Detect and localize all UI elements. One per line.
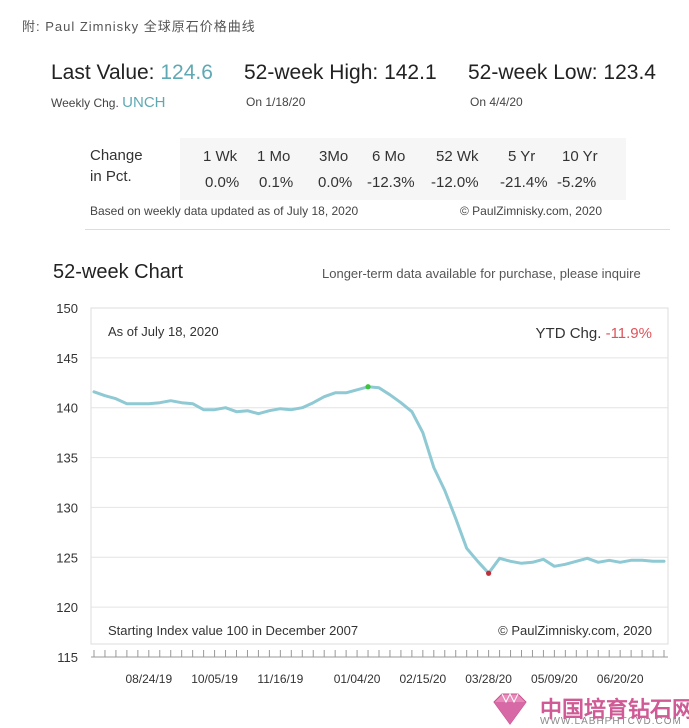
last-value: Last Value: 124.6 — [51, 61, 213, 85]
change-header-1mo: 1 Mo — [257, 148, 291, 165]
x-tick-label: 10/05/19 — [191, 672, 238, 686]
ytd-change: YTD Chg. -11.9% — [536, 325, 652, 342]
change-value-1mo: 0.1% — [259, 174, 294, 191]
y-tick-label: 115 — [57, 650, 78, 665]
change-table-background — [180, 138, 626, 200]
starting-index-note: Starting Index value 100 in December 200… — [108, 623, 358, 638]
x-tick-label: 02/15/20 — [399, 672, 446, 686]
x-tick-label: 03/28/20 — [465, 672, 512, 686]
change-value-52wk: -12.0% — [431, 174, 479, 191]
change-header-52wk: 52 Wk — [436, 148, 479, 165]
high-number: 142.1 — [384, 61, 437, 84]
y-tick-label: 140 — [56, 401, 78, 416]
as-of-label: As of July 18, 2020 — [108, 324, 219, 339]
chart-copyright: © PaulZimnisky.com, 2020 — [498, 623, 652, 638]
low-value: 52-week Low: 123.4 — [468, 61, 656, 85]
high-date: On 1/18/20 — [246, 95, 306, 109]
change-value-5yr: -21.4% — [500, 174, 548, 191]
x-tick-label: 06/20/20 — [597, 672, 644, 686]
last-value-label: Last Value: — [51, 61, 155, 84]
low-date: On 4/4/20 — [470, 95, 523, 109]
weekly-change-label: Weekly Chg. — [51, 96, 119, 110]
x-tick-label: 08/24/19 — [125, 672, 172, 686]
change-header-3mo: 3Mo — [319, 148, 349, 165]
diamond-logo-icon — [493, 692, 527, 725]
series-line — [92, 385, 666, 575]
chart-title: 52-week Chart — [53, 261, 184, 283]
weekly-change-value: UNCH — [122, 94, 166, 111]
figure-caption: 附: Paul Zimnisky 全球原石价格曲线 — [22, 19, 256, 34]
high-label: 52-week High: — [244, 61, 379, 84]
y-tick-label: 150 — [56, 301, 78, 316]
x-tick-label: 11/16/19 — [257, 672, 303, 686]
plot-area — [90, 307, 669, 645]
ytd-value: -11.9% — [606, 325, 652, 342]
watermark-url: WWW.LABHPHTCVD.COM — [540, 716, 682, 727]
chart-purchase-note: Longer-term data available for purchase,… — [322, 266, 641, 281]
change-header-10yr: 10 Yr — [562, 148, 598, 165]
x-tick-label: 05/09/20 — [531, 672, 578, 686]
low-label: 52-week Low: — [468, 61, 598, 84]
x-tick-label: 01/04/20 — [334, 672, 381, 686]
y-tick-label: 125 — [56, 550, 78, 565]
last-value-number: 124.6 — [160, 61, 213, 84]
change-value-1wk: 0.0% — [205, 174, 240, 191]
change-header-6mo: 6 Mo — [372, 148, 406, 165]
y-tick-label: 130 — [56, 500, 78, 515]
high-value: 52-week High: 142.1 — [244, 61, 437, 85]
low-marker — [486, 570, 492, 576]
change-value-10yr: -5.2% — [557, 174, 597, 191]
change-header-1wk: 1 Wk — [203, 148, 238, 165]
x-ticks — [93, 650, 665, 657]
y-tick-label: 145 — [56, 351, 78, 366]
change-row-label-2: in Pct. — [90, 168, 132, 185]
y-tick-label: 135 — [56, 451, 78, 466]
ytd-label: YTD Chg. — [536, 325, 602, 342]
change-value-3mo: 0.0% — [318, 174, 353, 191]
section-divider — [85, 229, 670, 230]
y-axis-labels: 150 145 140 135 130 125 120 115 — [56, 301, 78, 665]
low-number: 123.4 — [603, 61, 656, 84]
weekly-change: Weekly Chg. UNCH — [51, 94, 166, 111]
change-row-label-1: Change — [90, 147, 143, 164]
markers — [365, 384, 492, 576]
table-copyright: © PaulZimnisky.com, 2020 — [460, 204, 603, 218]
watermark-text: 中国培育钻石网 — [540, 697, 689, 722]
y-tick-label: 120 — [56, 600, 78, 615]
change-header-5yr: 5 Yr — [508, 148, 536, 165]
high-marker — [365, 384, 371, 390]
grid-lines — [91, 357, 668, 608]
data-update-note: Based on weekly data updated as of July … — [90, 204, 359, 218]
x-tick-labels: 08/24/19 10/05/19 11/16/19 01/04/20 02/15/20… — [125, 672, 643, 686]
change-value-6mo: -12.3% — [367, 174, 415, 191]
